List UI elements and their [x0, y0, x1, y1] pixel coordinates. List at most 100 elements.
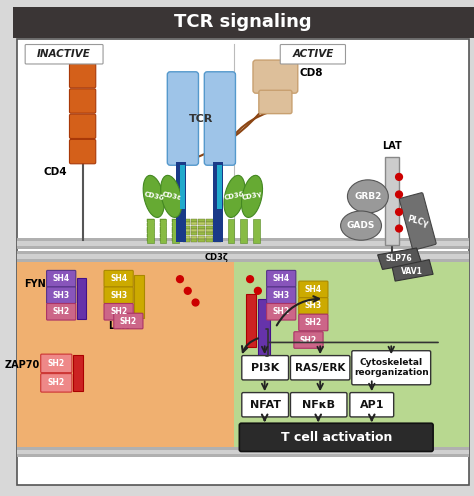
- Bar: [206, 219, 213, 222]
- Circle shape: [255, 287, 261, 294]
- FancyBboxPatch shape: [70, 89, 96, 113]
- Text: SH3: SH3: [273, 291, 290, 300]
- Bar: [206, 222, 213, 225]
- Circle shape: [396, 225, 402, 232]
- Ellipse shape: [241, 176, 263, 217]
- Bar: [206, 236, 213, 239]
- FancyBboxPatch shape: [25, 45, 103, 64]
- Text: ZAP70: ZAP70: [5, 360, 40, 370]
- FancyBboxPatch shape: [350, 392, 394, 417]
- FancyBboxPatch shape: [104, 287, 133, 304]
- Bar: [206, 233, 213, 235]
- Text: SH2: SH2: [53, 307, 70, 316]
- Ellipse shape: [341, 211, 382, 240]
- Bar: [214, 219, 221, 222]
- FancyBboxPatch shape: [114, 313, 143, 329]
- FancyBboxPatch shape: [242, 356, 289, 380]
- FancyBboxPatch shape: [104, 304, 133, 320]
- Bar: [214, 222, 221, 225]
- Text: LCK: LCK: [108, 321, 129, 331]
- Bar: [183, 222, 190, 225]
- Text: SH2: SH2: [48, 378, 65, 387]
- Circle shape: [176, 276, 183, 283]
- Bar: [199, 233, 205, 235]
- Text: SH3: SH3: [53, 291, 70, 300]
- Bar: [18, 238, 469, 249]
- Bar: [199, 236, 205, 239]
- Bar: [183, 219, 190, 222]
- Text: NFκB: NFκB: [302, 400, 335, 410]
- Bar: [160, 238, 166, 241]
- FancyBboxPatch shape: [291, 392, 347, 417]
- Bar: [18, 251, 469, 261]
- Bar: [160, 227, 166, 230]
- Text: CD3γ: CD3γ: [241, 191, 263, 201]
- Text: SH4: SH4: [305, 285, 322, 294]
- FancyBboxPatch shape: [266, 304, 296, 320]
- Bar: [160, 231, 166, 234]
- Bar: [176, 162, 186, 242]
- Bar: [214, 236, 221, 239]
- FancyBboxPatch shape: [280, 45, 346, 64]
- Bar: [214, 239, 221, 242]
- Bar: [183, 229, 190, 232]
- FancyBboxPatch shape: [70, 139, 96, 164]
- Circle shape: [192, 299, 199, 306]
- Bar: [12, 6, 474, 38]
- FancyBboxPatch shape: [352, 351, 431, 385]
- Text: TCR: TCR: [189, 114, 214, 124]
- FancyBboxPatch shape: [239, 423, 433, 451]
- FancyBboxPatch shape: [299, 298, 328, 314]
- FancyBboxPatch shape: [46, 270, 76, 287]
- Bar: [191, 239, 198, 242]
- Bar: [214, 233, 221, 235]
- Bar: [183, 233, 190, 235]
- Bar: [206, 226, 213, 229]
- Text: AP1: AP1: [359, 400, 384, 410]
- Bar: [180, 165, 185, 209]
- FancyBboxPatch shape: [294, 332, 323, 348]
- Ellipse shape: [224, 176, 245, 217]
- FancyBboxPatch shape: [266, 270, 296, 287]
- Bar: [385, 157, 399, 245]
- Bar: [18, 254, 469, 259]
- Text: VAV1: VAV1: [401, 267, 423, 276]
- Circle shape: [184, 287, 191, 294]
- FancyBboxPatch shape: [167, 72, 199, 165]
- FancyBboxPatch shape: [253, 60, 298, 93]
- Bar: [160, 219, 166, 243]
- Bar: [199, 239, 205, 242]
- Bar: [191, 222, 198, 225]
- Bar: [253, 219, 260, 243]
- FancyBboxPatch shape: [242, 392, 289, 417]
- Text: SH4: SH4: [273, 274, 290, 283]
- FancyBboxPatch shape: [259, 90, 292, 114]
- FancyBboxPatch shape: [70, 63, 96, 88]
- Bar: [206, 229, 213, 232]
- Text: CD4: CD4: [44, 167, 67, 177]
- Text: GADS: GADS: [347, 221, 375, 230]
- FancyBboxPatch shape: [41, 373, 72, 392]
- Text: CD3ζ: CD3ζ: [205, 253, 229, 262]
- Text: CD3δ: CD3δ: [224, 191, 245, 201]
- Bar: [172, 219, 179, 222]
- Text: Cytoskeletal
reorganization: Cytoskeletal reorganization: [354, 358, 428, 377]
- Bar: [199, 219, 205, 222]
- Bar: [183, 239, 190, 242]
- Text: ACTIVE: ACTIVE: [292, 49, 334, 59]
- Bar: [160, 219, 166, 222]
- Polygon shape: [378, 248, 421, 269]
- Bar: [234, 261, 469, 446]
- Bar: [18, 446, 469, 457]
- Bar: [183, 226, 190, 229]
- Bar: [213, 162, 223, 242]
- Bar: [147, 223, 154, 226]
- FancyBboxPatch shape: [46, 304, 76, 320]
- Text: SLP76: SLP76: [386, 254, 412, 263]
- Bar: [172, 238, 179, 241]
- Bar: [172, 223, 179, 226]
- Bar: [18, 449, 469, 454]
- Bar: [134, 275, 144, 318]
- Text: CD8: CD8: [300, 68, 323, 78]
- FancyBboxPatch shape: [266, 287, 296, 304]
